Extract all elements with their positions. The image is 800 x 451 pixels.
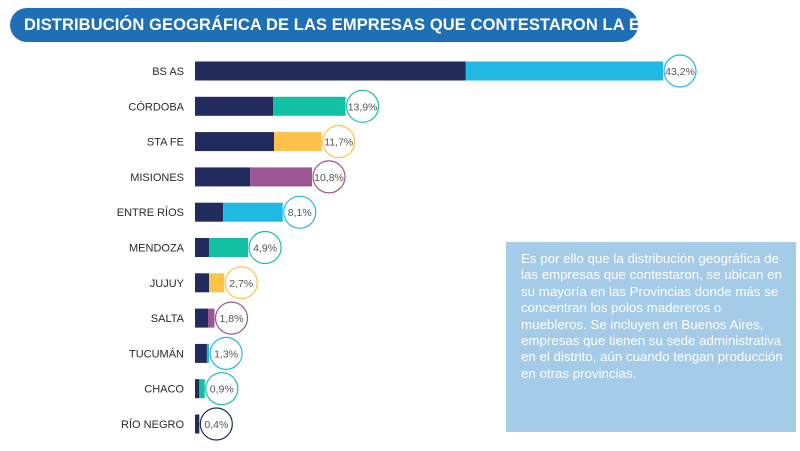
- bar-accent-segment-salta: [208, 308, 215, 328]
- value-bubble-tucuman: [209, 336, 243, 370]
- bar-accent-segment-jujuy: [209, 273, 225, 293]
- value-bubble-rio-negro: [199, 407, 233, 441]
- category-label-cordoba: CÓRDOBA: [128, 100, 184, 113]
- value-label-chaco: 0,9%: [210, 384, 234, 396]
- value-bubble-bs-as: [663, 54, 697, 88]
- title-banner: DISTRIBUCIÓN GEOGRÁFICA DE LAS EMPRESAS …: [10, 8, 719, 42]
- value-bubble-mendoza: [248, 230, 282, 265]
- bar-accent-segment-tucuman: [206, 343, 210, 363]
- value-label-tucuman: 1,3%: [214, 348, 238, 360]
- bar-dark-segment-misiones: [195, 167, 251, 187]
- value-label-salta: 1,8%: [220, 313, 244, 325]
- value-label-bs-as: 43,2%: [665, 66, 695, 78]
- value-label-sta-fe: 11,7%: [324, 137, 353, 149]
- bar-accent-segment-bs-as: [465, 61, 663, 81]
- bar-dark-segment-bs-as: [195, 61, 466, 81]
- value-bubble-sta-fe: [322, 125, 356, 159]
- bar-accent-segment-chaco: [199, 379, 205, 399]
- value-label-mendoza: 4,9%: [253, 243, 277, 255]
- bar-dark-segment-rio-negro: [195, 414, 200, 434]
- value-bubble-entre-rios: [283, 195, 317, 229]
- bar-dark-segment-entre-rios: [195, 202, 224, 222]
- bar-dark-segment-chaco: [195, 379, 200, 399]
- value-bubble-chaco: [205, 372, 239, 406]
- value-label-jujuy: 2,7%: [229, 278, 253, 290]
- value-label-cordoba: 13,9%: [348, 101, 378, 113]
- bar-accent-segment-cordoba: [273, 96, 346, 116]
- bar-accent-segment-misiones: [250, 167, 312, 187]
- value-label-entre-rios: 8,1%: [288, 207, 312, 219]
- category-label-tucuman: TUCUMÁN: [129, 347, 184, 360]
- bar-dark-segment-mendoza: [195, 238, 210, 257]
- bar-dark-segment-cordoba: [195, 96, 273, 116]
- value-bubble-salta: [214, 301, 249, 335]
- bar-dark-segment-jujuy: [195, 273, 210, 293]
- value-bubble-misiones: [312, 160, 346, 194]
- value-label-misiones: 10,8%: [314, 172, 344, 184]
- category-label-entre-rios: ENTRE RÍOS: [117, 206, 184, 219]
- bar-accent-segment-entre-rios: [223, 202, 283, 222]
- category-label-salta: SALTA: [151, 313, 185, 325]
- value-label-rio-negro: 0,4%: [204, 419, 228, 431]
- value-bubble-jujuy: [224, 266, 258, 300]
- category-label-rio-negro: RÍO NEGRO: [121, 418, 184, 431]
- category-label-mendoza: MENDOZA: [129, 243, 185, 255]
- bar-dark-segment-salta: [195, 308, 208, 328]
- note-box: Es por ello que la distribución geográfi…: [506, 242, 796, 432]
- category-label-bs-as: BS AS: [152, 66, 184, 78]
- category-label-jujuy: JUJUY: [150, 278, 185, 290]
- bar-dark-segment-tucuman: [195, 343, 207, 363]
- category-label-chaco: CHACO: [144, 384, 184, 396]
- chart-title: DISTRIBUCIÓN GEOGRÁFICA DE LAS EMPRESAS …: [24, 15, 720, 34]
- bar-dark-segment-sta-fe: [195, 132, 275, 152]
- category-label-sta-fe: STA FE: [147, 137, 184, 149]
- bar-accent-segment-sta-fe: [274, 132, 322, 152]
- bar-accent-segment-mendoza: [209, 238, 249, 257]
- category-label-misiones: MISIONES: [130, 172, 184, 184]
- value-bubble-cordoba: [345, 89, 380, 123]
